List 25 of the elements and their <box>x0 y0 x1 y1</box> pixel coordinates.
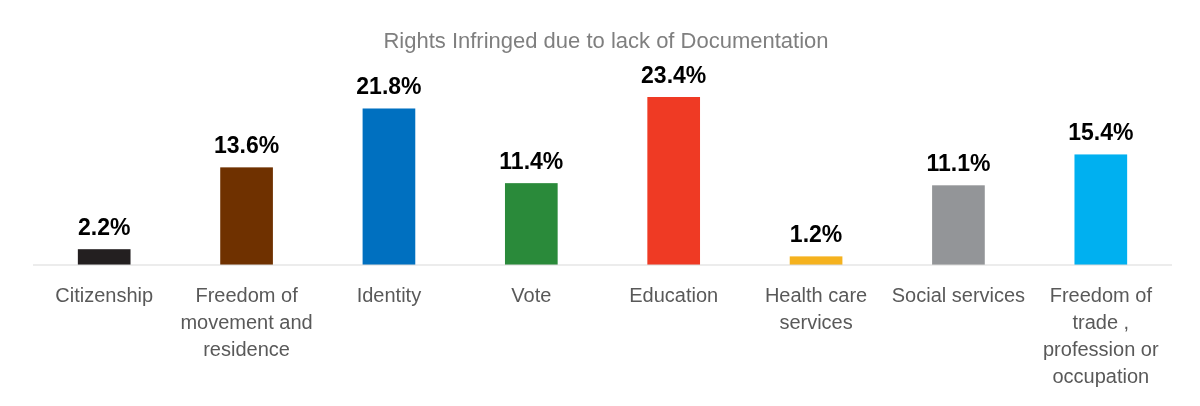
bar <box>932 185 985 265</box>
data-label: 1.2% <box>789 221 843 248</box>
x-tick-label: Vote <box>511 284 552 306</box>
data-label: 2.2% <box>77 214 131 241</box>
bar <box>220 167 273 265</box>
bar <box>647 97 701 265</box>
chart-title: Rights Infringed due to lack of Documentation <box>383 28 829 53</box>
x-tick-label: Education <box>629 284 719 306</box>
bar <box>789 256 843 265</box>
data-label: 11.1% <box>926 150 991 177</box>
x-tick-label: Social services <box>891 284 1026 306</box>
bar <box>77 249 131 265</box>
x-tick-label: Health care services <box>764 284 868 333</box>
x-tick-label: Citizenship <box>55 284 154 306</box>
data-label: 11.4% <box>499 148 564 175</box>
x-tick-label: Freedom of trade , profession or occupation <box>1043 284 1159 387</box>
bar <box>504 183 558 265</box>
x-tick-label: Identity <box>356 284 422 306</box>
data-label: 23.4% <box>641 62 707 88</box>
bar <box>362 108 416 265</box>
data-label: 13.6% <box>213 132 280 159</box>
data-label: 15.4% <box>1068 119 1134 146</box>
bar <box>1074 154 1128 265</box>
data-label: 21.8% <box>356 73 422 100</box>
x-tick-label: Freedom of movement and residence <box>180 284 313 360</box>
